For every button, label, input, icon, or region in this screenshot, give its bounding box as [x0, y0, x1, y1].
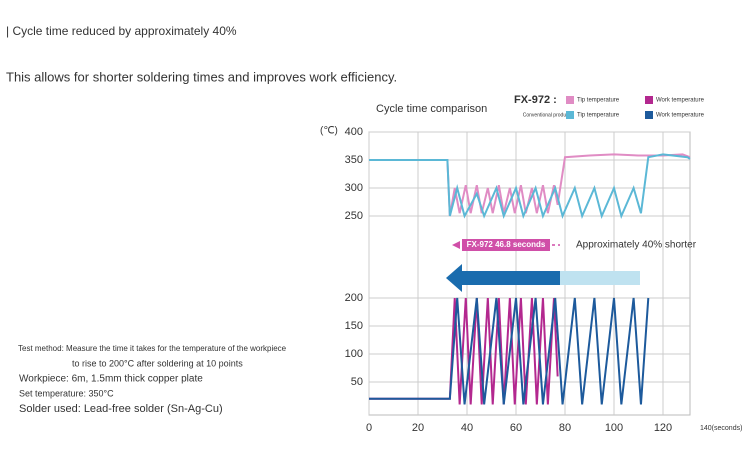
- legend-label: Work temperature: [656, 113, 705, 119]
- y-tick-label: 100: [345, 348, 363, 360]
- annotation-arrows: [446, 239, 640, 292]
- note: Set temperature: 350°C: [19, 388, 114, 398]
- fx-arrow-head: [452, 241, 460, 249]
- note: to rise to 200°C after soldering at 10 p…: [72, 358, 243, 368]
- legend-swatch: [645, 96, 653, 104]
- y-tick-label: 50: [351, 376, 363, 388]
- x-tick-label: 120: [654, 422, 672, 434]
- y-tick-label: 400: [345, 126, 363, 138]
- y-tick-label: 250: [345, 210, 363, 222]
- y-tick-label: 350: [345, 154, 363, 166]
- headline: | Cycle time reduced by approximately 40…: [6, 24, 237, 38]
- x-tick-label: 140(seconds): [700, 425, 742, 432]
- y-unit: (℃): [320, 126, 338, 137]
- conv-arrow-body: [460, 271, 560, 285]
- legend-swatch: [645, 111, 653, 119]
- x-tick-label: 40: [461, 422, 473, 434]
- legend: FX-972 : Tip temperature Work temperature C…: [514, 94, 705, 119]
- legend-group: FX-972 :: [514, 94, 557, 106]
- y-tick-label: 200: [345, 292, 363, 304]
- chart-title: Cycle time comparison: [376, 103, 487, 115]
- legend-label: Tip temperature: [577, 98, 620, 104]
- annotation: FX-972 46.8 seconds: [467, 240, 546, 249]
- x-tick-label: 80: [559, 422, 571, 434]
- legend-label: Tip temperature: [577, 113, 620, 119]
- fx-label-box: [462, 239, 550, 251]
- y-tick-label: 300: [345, 182, 363, 194]
- series-line: [369, 153, 691, 220]
- x-tick-label: 20: [412, 422, 424, 434]
- legend-group: Conventional product: [523, 112, 571, 118]
- series-line: [369, 297, 650, 405]
- conv-arrow-head: [446, 264, 462, 292]
- series-line: [369, 153, 691, 217]
- annotation: Approximately 40% shorter: [576, 240, 697, 251]
- y-tick-label: 150: [345, 320, 363, 332]
- x-tick-label: 60: [510, 422, 522, 434]
- legend-swatch: [566, 96, 574, 104]
- conv-arrow-tail: [560, 271, 640, 285]
- x-tick-label: 100: [605, 422, 623, 434]
- x-tick-label: 0: [366, 422, 372, 434]
- note: Workpiece: 6m, 1.5mm thick copper plate: [19, 374, 203, 385]
- legend-swatch: [566, 111, 574, 119]
- note: Solder used: Lead-free solder (Sn-Ag-Cu): [19, 403, 223, 415]
- note: Test method: Measure the time it takes f…: [18, 344, 287, 353]
- subtitle: This allows for shorter soldering times …: [6, 69, 397, 84]
- legend-label: Work temperature: [656, 98, 705, 104]
